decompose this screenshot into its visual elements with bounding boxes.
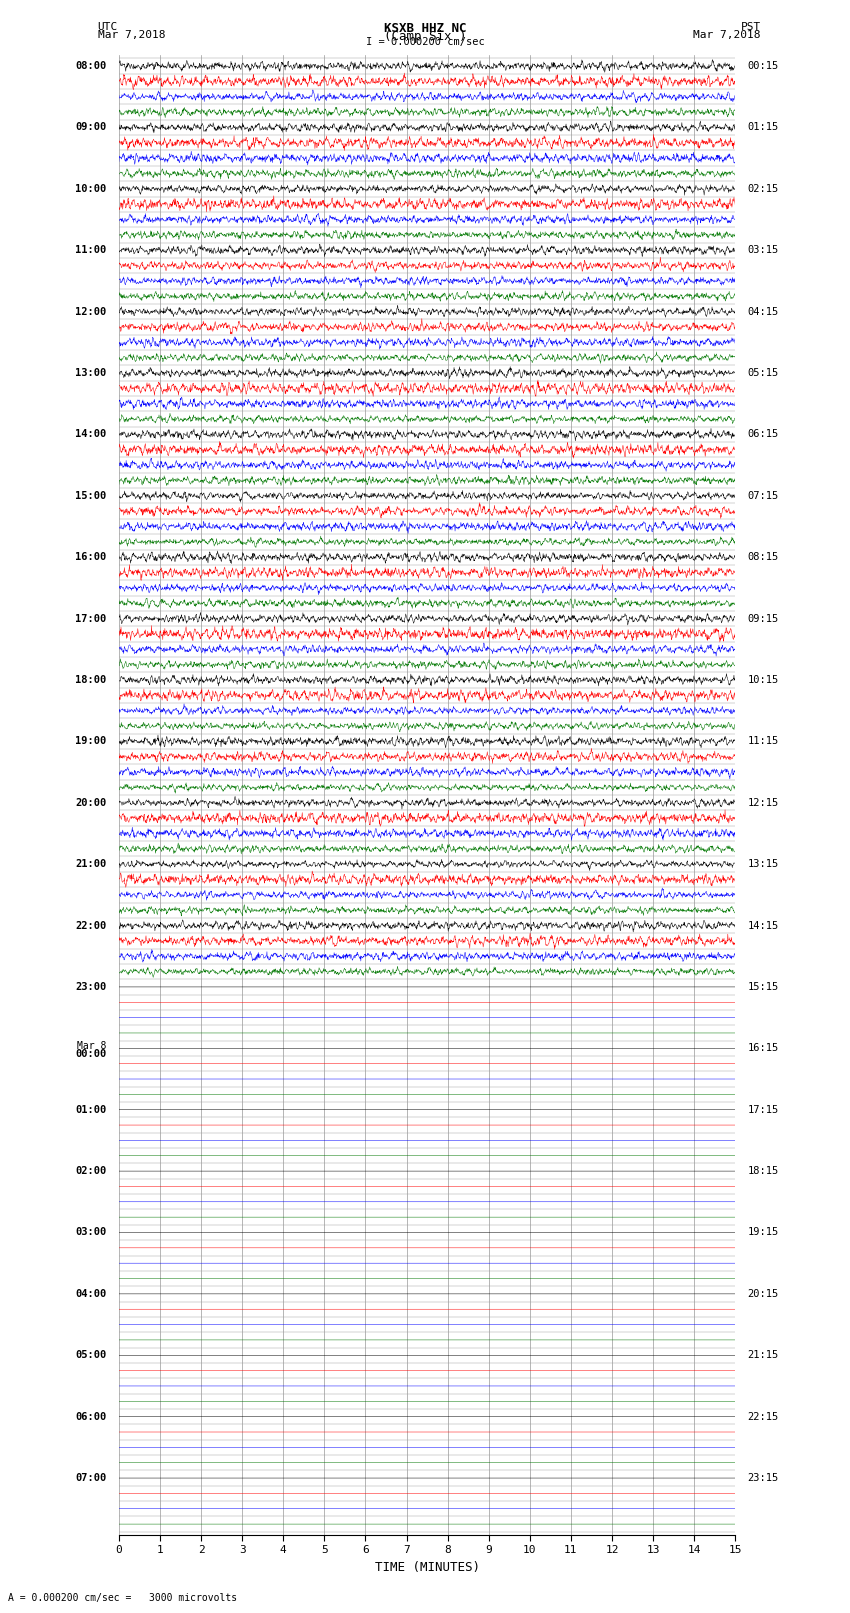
Text: 05:15: 05:15 xyxy=(748,368,779,377)
Text: 07:00: 07:00 xyxy=(76,1473,106,1482)
Text: 09:15: 09:15 xyxy=(748,613,779,624)
Text: 15:15: 15:15 xyxy=(748,982,779,992)
Text: PST: PST xyxy=(740,23,761,32)
Text: 04:00: 04:00 xyxy=(76,1289,106,1298)
X-axis label: TIME (MINUTES): TIME (MINUTES) xyxy=(375,1561,479,1574)
Text: 05:00: 05:00 xyxy=(76,1350,106,1360)
Text: 23:15: 23:15 xyxy=(748,1473,779,1482)
Text: 08:00: 08:00 xyxy=(76,61,106,71)
Text: A = 0.000200 cm/sec =   3000 microvolts: A = 0.000200 cm/sec = 3000 microvolts xyxy=(8,1594,238,1603)
Text: 06:15: 06:15 xyxy=(748,429,779,439)
Text: 16:00: 16:00 xyxy=(76,552,106,563)
Text: 11:15: 11:15 xyxy=(748,737,779,747)
Text: 12:15: 12:15 xyxy=(748,798,779,808)
Text: 00:00: 00:00 xyxy=(76,1048,106,1058)
Text: 16:15: 16:15 xyxy=(748,1044,779,1053)
Text: 19:15: 19:15 xyxy=(748,1227,779,1237)
Text: Mar 7,2018: Mar 7,2018 xyxy=(98,31,165,40)
Text: 11:00: 11:00 xyxy=(76,245,106,255)
Text: KSXB HHZ NC: KSXB HHZ NC xyxy=(383,23,467,35)
Text: 22:00: 22:00 xyxy=(76,921,106,931)
Text: 00:15: 00:15 xyxy=(748,61,779,71)
Text: (Camp Six ): (Camp Six ) xyxy=(383,31,467,44)
Text: 18:00: 18:00 xyxy=(76,674,106,686)
Text: 15:00: 15:00 xyxy=(76,490,106,500)
Text: 10:00: 10:00 xyxy=(76,184,106,194)
Text: 22:15: 22:15 xyxy=(748,1411,779,1421)
Text: 13:00: 13:00 xyxy=(76,368,106,377)
Text: 06:00: 06:00 xyxy=(76,1411,106,1421)
Text: 12:00: 12:00 xyxy=(76,306,106,316)
Text: 23:00: 23:00 xyxy=(76,982,106,992)
Text: 19:00: 19:00 xyxy=(76,737,106,747)
Text: 03:00: 03:00 xyxy=(76,1227,106,1237)
Text: 10:15: 10:15 xyxy=(748,674,779,686)
Text: 20:00: 20:00 xyxy=(76,798,106,808)
Text: 02:00: 02:00 xyxy=(76,1166,106,1176)
Text: UTC: UTC xyxy=(98,23,118,32)
Text: 13:15: 13:15 xyxy=(748,860,779,869)
Text: 17:00: 17:00 xyxy=(76,613,106,624)
Text: I = 0.000200 cm/sec: I = 0.000200 cm/sec xyxy=(366,37,484,47)
Text: 04:15: 04:15 xyxy=(748,306,779,316)
Text: 01:00: 01:00 xyxy=(76,1105,106,1115)
Text: 07:15: 07:15 xyxy=(748,490,779,500)
Text: 18:15: 18:15 xyxy=(748,1166,779,1176)
Text: 14:15: 14:15 xyxy=(748,921,779,931)
Text: 21:00: 21:00 xyxy=(76,860,106,869)
Text: 17:15: 17:15 xyxy=(748,1105,779,1115)
Text: 08:15: 08:15 xyxy=(748,552,779,563)
Text: 14:00: 14:00 xyxy=(76,429,106,439)
Text: 09:00: 09:00 xyxy=(76,123,106,132)
Text: 03:15: 03:15 xyxy=(748,245,779,255)
Text: 20:15: 20:15 xyxy=(748,1289,779,1298)
Text: 01:15: 01:15 xyxy=(748,123,779,132)
Text: Mar 7,2018: Mar 7,2018 xyxy=(694,31,761,40)
Text: 21:15: 21:15 xyxy=(748,1350,779,1360)
Text: 02:15: 02:15 xyxy=(748,184,779,194)
Text: Mar 8: Mar 8 xyxy=(77,1040,106,1052)
